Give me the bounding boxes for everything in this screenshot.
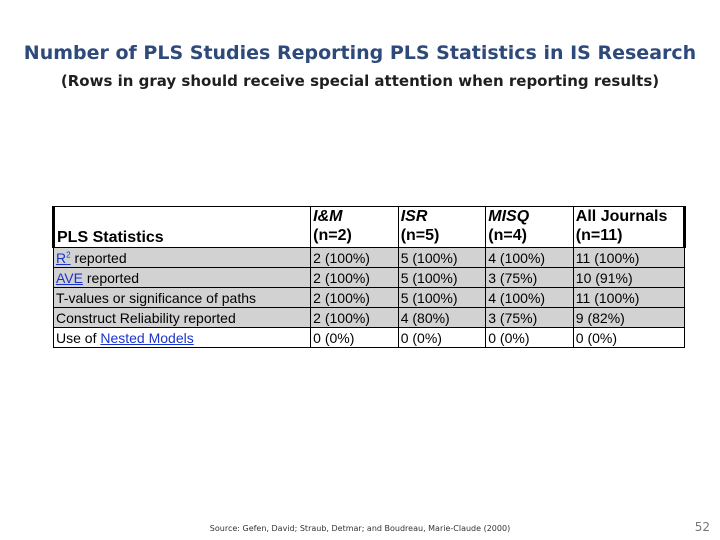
cell-im: 2 (100%): [310, 287, 399, 308]
table-row: Construct Reliability reported 2 (100%) …: [52, 307, 686, 328]
header-isr: ISR (n=5): [397, 206, 487, 248]
cell-all-journals: 0 (0%): [572, 327, 686, 348]
cell-misq: 0 (0%): [485, 327, 574, 348]
cell-misq: 4 (100%): [485, 287, 574, 308]
ave-link[interactable]: AVE: [56, 269, 83, 286]
header-all-journals-label: All Journals: [575, 208, 668, 225]
slide-subtitle: (Rows in gray should receive special att…: [60, 72, 660, 90]
nested-models-link[interactable]: Nested Models: [100, 329, 194, 346]
header-pls-statistics: PLS Statistics: [51, 206, 312, 248]
cell-all-journals: 9 (82%): [572, 307, 686, 328]
header-all-journals-n: (n=11): [575, 227, 623, 244]
source-citation: Source: Gefen, David; Straub, Detmar; an…: [209, 524, 511, 533]
table-row: Use of Nested Models 0 (0%) 0 (0%) 0 (0%…: [52, 327, 686, 348]
cell-isr: 5 (100%): [397, 267, 487, 288]
table-row: T-values or significance of paths 2 (100…: [52, 287, 686, 308]
table-row: R2 reported 2 (100%) 5 (100%) 4 (100%) 1…: [52, 247, 686, 268]
header-isr-n: (n=5): [400, 227, 440, 244]
cell-all-journals: 10 (91%): [572, 267, 686, 288]
cell-isr: 0 (0%): [397, 327, 487, 348]
cell-all-journals: 11 (100%): [572, 287, 686, 308]
row-label: Use of Nested Models: [52, 327, 312, 348]
cell-misq: 4 (100%): [485, 247, 574, 268]
header-im-label: I&M: [313, 208, 343, 225]
row-label: Construct Reliability reported: [52, 307, 312, 328]
cell-all-journals: 11 (100%): [572, 247, 686, 268]
row-label: R2 reported: [52, 247, 312, 268]
cell-misq: 3 (75%): [485, 307, 574, 328]
header-im-n: (n=2): [313, 227, 352, 244]
cell-im: 2 (100%): [310, 307, 399, 328]
row-label: AVE reported: [52, 267, 312, 288]
header-misq-label: MISQ: [488, 208, 530, 225]
pls-statistics-table: PLS Statistics I&M (n=2) ISR (n=5) MISQ (n=…: [51, 206, 687, 348]
table-row: AVE reported 2 (100%) 5 (100%) 3 (75%) 1…: [52, 267, 686, 288]
cell-misq: 3 (75%): [485, 267, 574, 288]
cell-im: 0 (0%): [310, 327, 399, 348]
cell-isr: 5 (100%): [397, 247, 487, 268]
cell-im: 2 (100%): [310, 267, 399, 288]
slide-title: Number of PLS Studies Reporting PLS Stat…: [23, 42, 697, 64]
header-misq-n: (n=4): [488, 227, 527, 244]
cell-isr: 4 (80%): [397, 307, 487, 328]
table-header-row: PLS Statistics I&M (n=2) ISR (n=5) MISQ (n=…: [51, 206, 687, 248]
r-squared-link[interactable]: R2: [56, 249, 71, 266]
row-label: T-values or significance of paths: [52, 287, 312, 308]
cell-im: 2 (100%): [310, 247, 399, 268]
header-misq: MISQ (n=4): [485, 206, 574, 248]
header-im: I&M (n=2): [310, 206, 399, 248]
header-isr-label: ISR: [400, 208, 428, 225]
page-number: 52: [694, 520, 710, 534]
cell-isr: 5 (100%): [397, 287, 487, 308]
header-all-journals: All Journals (n=11): [572, 206, 687, 248]
